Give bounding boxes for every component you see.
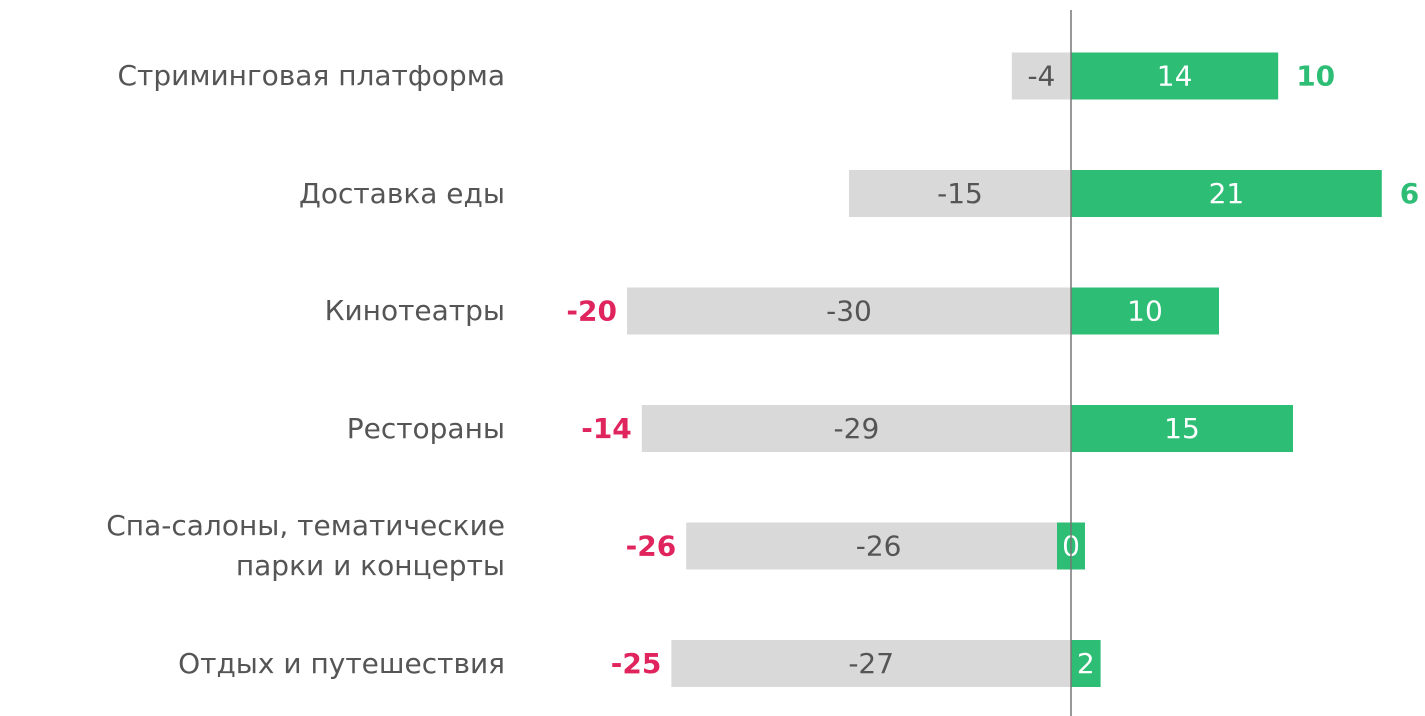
category-label: Кинотеатры (324, 294, 505, 327)
net-label: 10 (1296, 60, 1335, 93)
bar-value-label: -26 (856, 530, 902, 563)
bar-value-label: 15 (1164, 412, 1200, 445)
bar-value-label: -4 (1027, 60, 1055, 93)
bar (686, 522, 1071, 570)
net-label: -14 (581, 412, 632, 445)
category-label: Отдых и путешествия (178, 646, 505, 680)
net-label: 6 (1400, 177, 1419, 210)
bar (1071, 287, 1219, 335)
bar (1071, 170, 1382, 217)
bar-value-label: 21 (1209, 177, 1245, 210)
category-label: Стриминговая платформа (117, 59, 505, 92)
bar (627, 287, 1071, 335)
category-label: Спа-салоны, тематические парки и концерт… (106, 509, 505, 582)
category-label: Рестораны (346, 411, 505, 445)
bar-value-label: -15 (937, 177, 983, 210)
bar (849, 170, 1071, 217)
net-label: -25 (611, 647, 662, 680)
bar (1011, 52, 1071, 100)
bar-value-label: -30 (826, 295, 872, 328)
bar (1071, 52, 1279, 100)
bar (671, 640, 1071, 687)
bar (641, 405, 1071, 452)
net-label: -20 (566, 295, 617, 328)
net-label: -26 (626, 530, 677, 563)
bar (1071, 405, 1293, 452)
category-label: Доставка еды (298, 176, 505, 210)
bar-value-label: -29 (834, 412, 880, 445)
bar-value-label: 14 (1157, 60, 1193, 93)
bar-value-label: 2 (1077, 647, 1095, 680)
bar-value-label: -27 (848, 647, 894, 680)
bar (1071, 640, 1101, 687)
bar-value-label: 10 (1127, 295, 1163, 328)
